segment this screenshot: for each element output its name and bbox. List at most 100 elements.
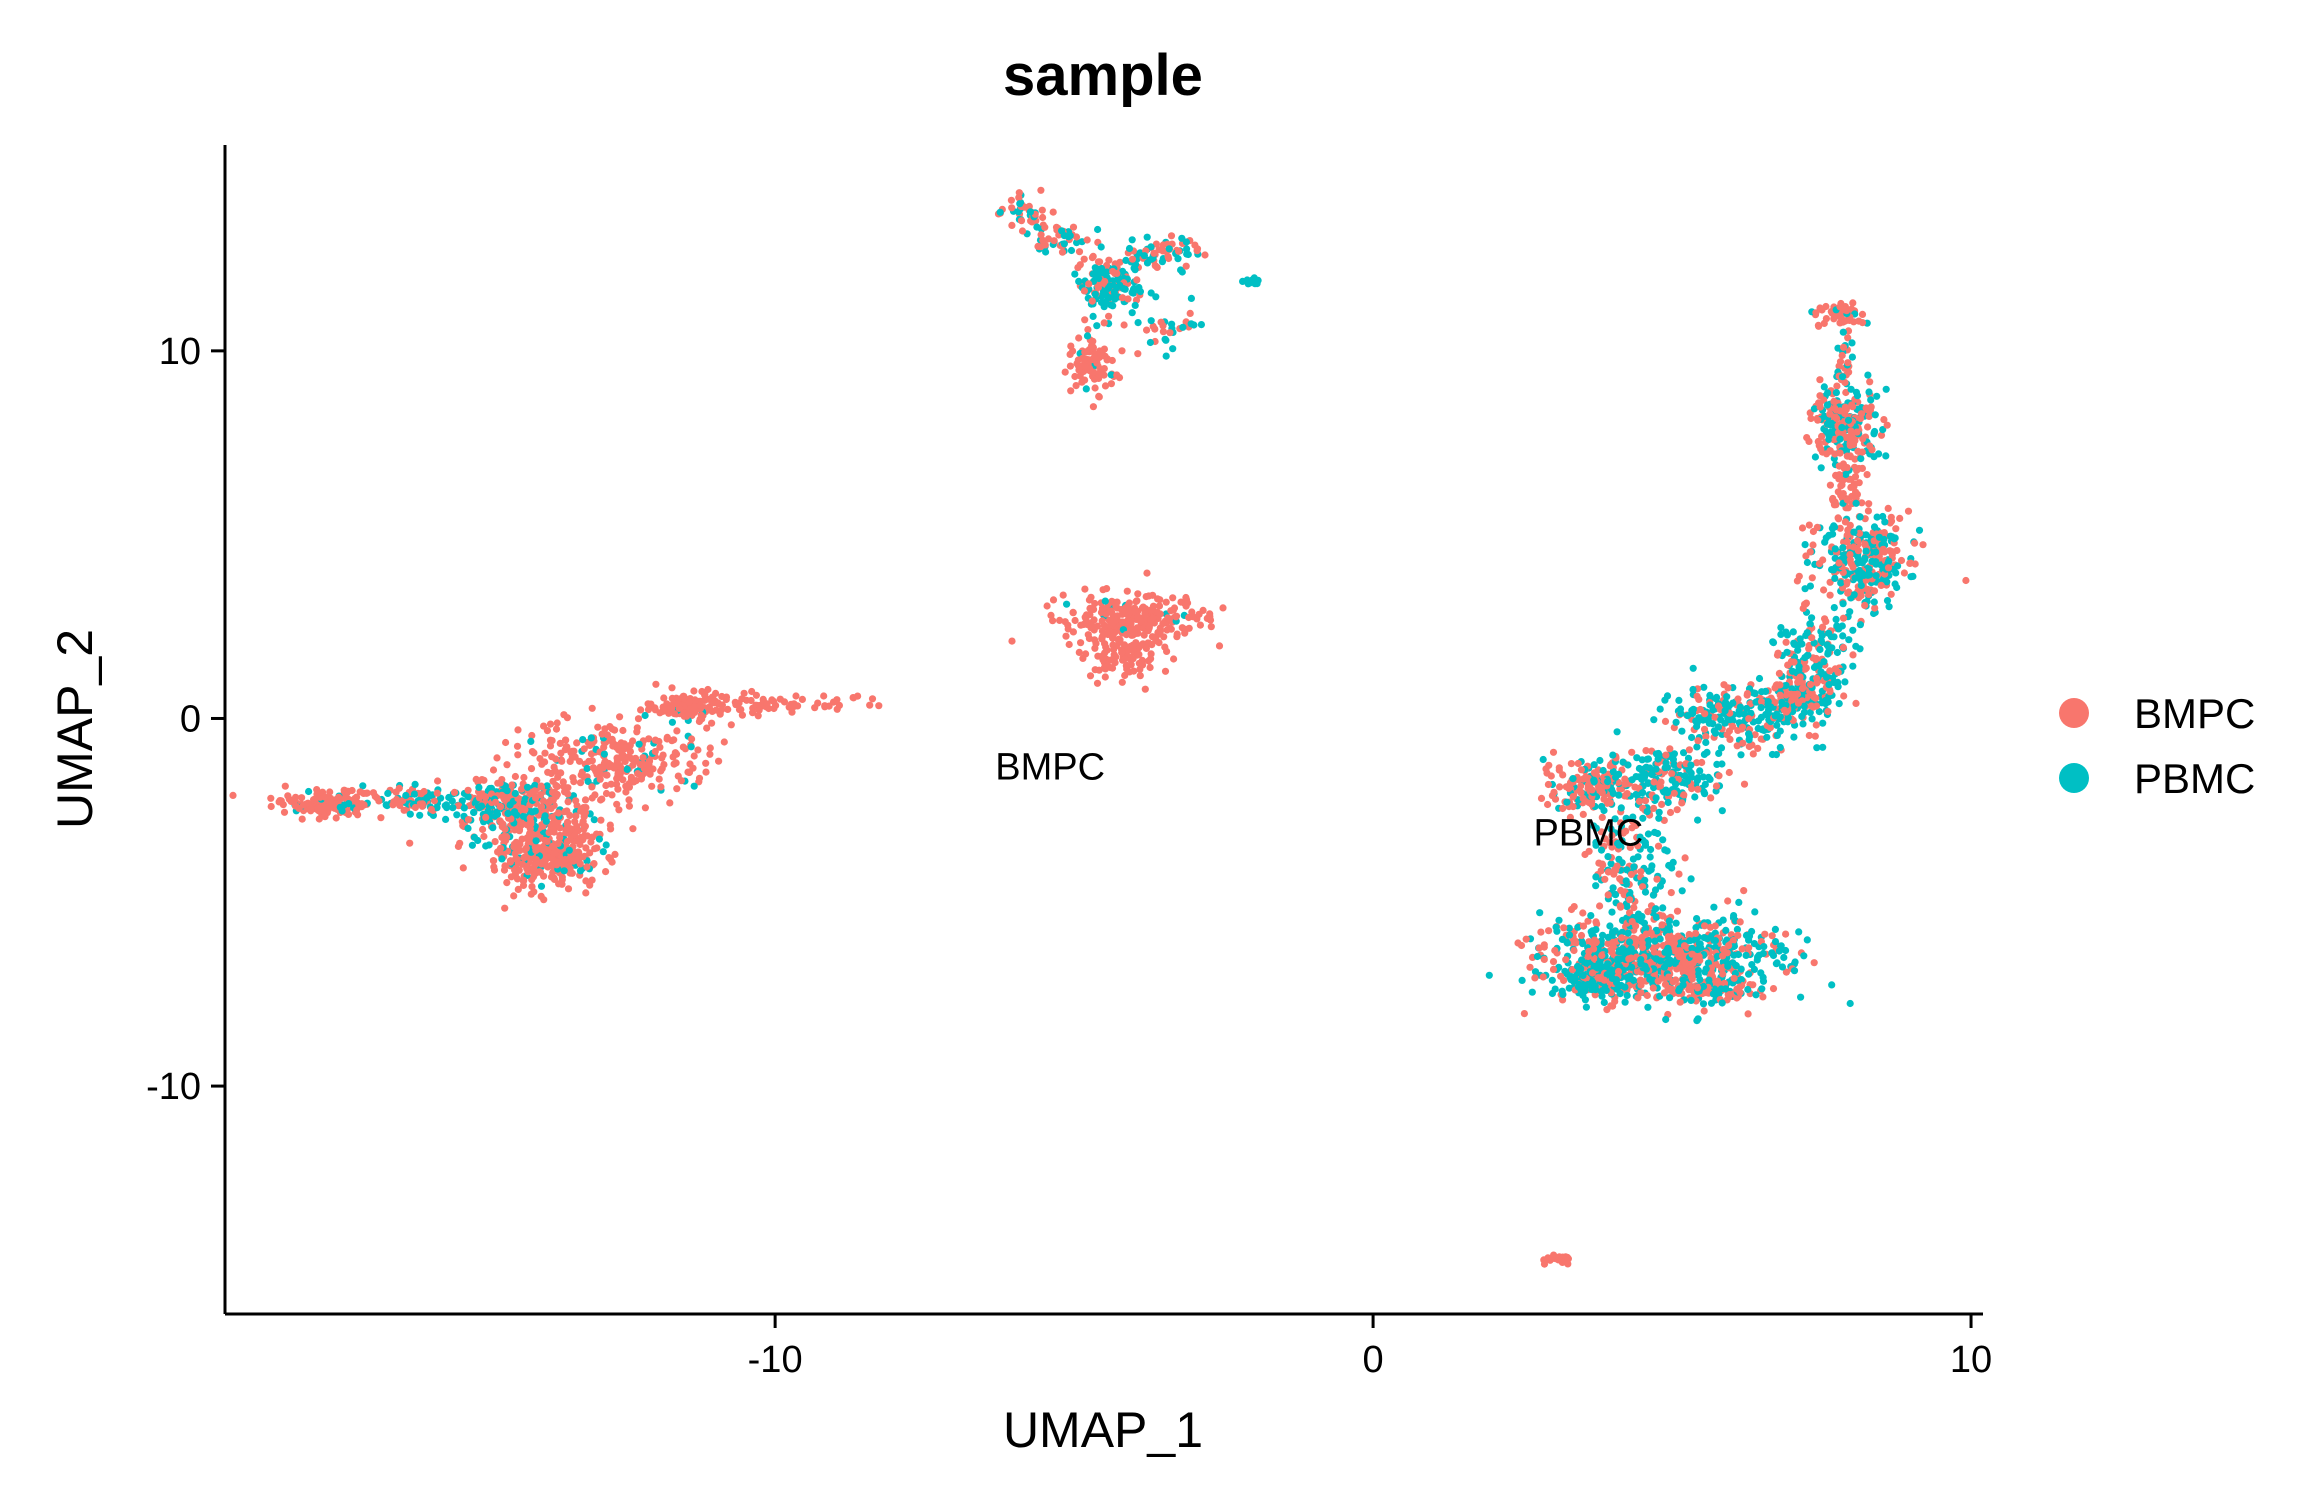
point-bmpc [1844,359,1852,367]
point-bmpc [1132,597,1140,606]
point-pbmc [1870,453,1878,461]
point-pbmc [1873,513,1881,521]
point-pbmc [1857,455,1865,463]
point-bmpc [1806,680,1815,689]
point-bmpc [1143,569,1151,577]
point-bmpc [1839,476,1847,485]
point-bmpc [607,825,615,833]
point-bmpc [1807,702,1815,710]
point-bmpc [1826,667,1834,675]
point-pbmc [1642,965,1650,973]
point-bmpc [731,698,739,706]
point-bmpc [507,815,515,823]
point-pbmc [1711,729,1720,737]
point-pbmc [1629,813,1637,821]
point-bmpc [1075,334,1083,342]
point-bmpc [1665,973,1673,981]
point-pbmc [1650,784,1658,792]
point-pbmc [565,846,573,854]
point-bmpc [549,813,558,821]
x-tick-label: 10 [1950,1339,1992,1381]
point-bmpc [1672,947,1680,955]
point-pbmc [1800,952,1808,960]
point-bmpc [1630,904,1638,912]
point-bmpc [558,757,566,765]
point-bmpc [1678,799,1686,807]
point-bmpc [1680,942,1689,950]
point-bmpc [866,701,874,709]
point-bmpc [655,775,663,783]
point-pbmc [1602,986,1610,995]
point-pbmc [1689,705,1697,713]
point-bmpc [1008,204,1016,212]
point-bmpc [1080,287,1088,295]
point-pbmc [1183,245,1191,253]
point-pbmc [1820,658,1828,666]
point-bmpc [490,863,498,871]
point-bmpc [1018,227,1027,235]
point-bmpc [515,866,523,874]
point-bmpc [1851,473,1860,481]
point-bmpc [510,892,518,900]
point-bmpc [656,743,664,751]
point-bmpc [740,689,748,697]
point-bmpc [1562,783,1570,791]
point-bmpc [1904,507,1913,515]
point-pbmc [1075,277,1083,285]
point-bmpc [1149,322,1157,330]
point-bmpc [543,837,551,846]
point-pbmc [453,811,461,819]
point-bmpc [1071,616,1079,625]
point-bmpc [1091,384,1099,392]
point-bmpc [395,784,403,792]
point-bmpc [1865,500,1873,508]
point-pbmc [1801,654,1809,662]
point-bmpc [1819,623,1827,631]
point-pbmc [1800,702,1808,710]
point-pbmc [600,750,609,758]
point-pbmc [1119,285,1127,293]
point-bmpc [1633,967,1641,975]
point-pbmc [1700,788,1708,796]
point-bmpc [1118,294,1127,302]
point-pbmc [1128,289,1136,297]
point-pbmc [1777,624,1785,632]
point-bmpc [588,876,596,884]
point-bmpc [1626,843,1634,852]
point-bmpc [1702,733,1710,741]
point-bmpc [702,768,710,776]
point-bmpc [1621,780,1629,788]
point-bmpc [1597,828,1605,836]
point-pbmc [1847,385,1855,393]
point-bmpc [708,707,716,716]
point-bmpc [335,793,343,801]
point-pbmc [1722,985,1730,993]
point-bmpc [637,706,645,714]
point-bmpc [1118,347,1126,355]
point-bmpc [1076,362,1084,370]
point-pbmc [1806,708,1814,717]
point-pbmc [1713,760,1721,769]
point-pbmc [1764,698,1772,706]
chart-title: sample [1003,43,1203,108]
point-pbmc [1813,744,1821,752]
point-bmpc [1086,672,1095,680]
point-bmpc [1129,641,1137,649]
point-pbmc [489,824,497,832]
point-bmpc [1775,669,1783,678]
point-bmpc [1111,659,1119,667]
point-bmpc [1900,569,1908,577]
point-bmpc [501,904,509,912]
point-pbmc [1592,873,1600,881]
point-pbmc [1627,945,1635,953]
point-pbmc [1717,744,1726,752]
point-bmpc [597,816,605,824]
point-pbmc [1190,321,1198,329]
point-bmpc [1841,378,1849,387]
point-pbmc [1795,666,1803,674]
point-bmpc [1219,604,1227,612]
point-pbmc [1694,967,1702,975]
point-pbmc [1705,976,1713,984]
point-bmpc [1738,945,1746,953]
